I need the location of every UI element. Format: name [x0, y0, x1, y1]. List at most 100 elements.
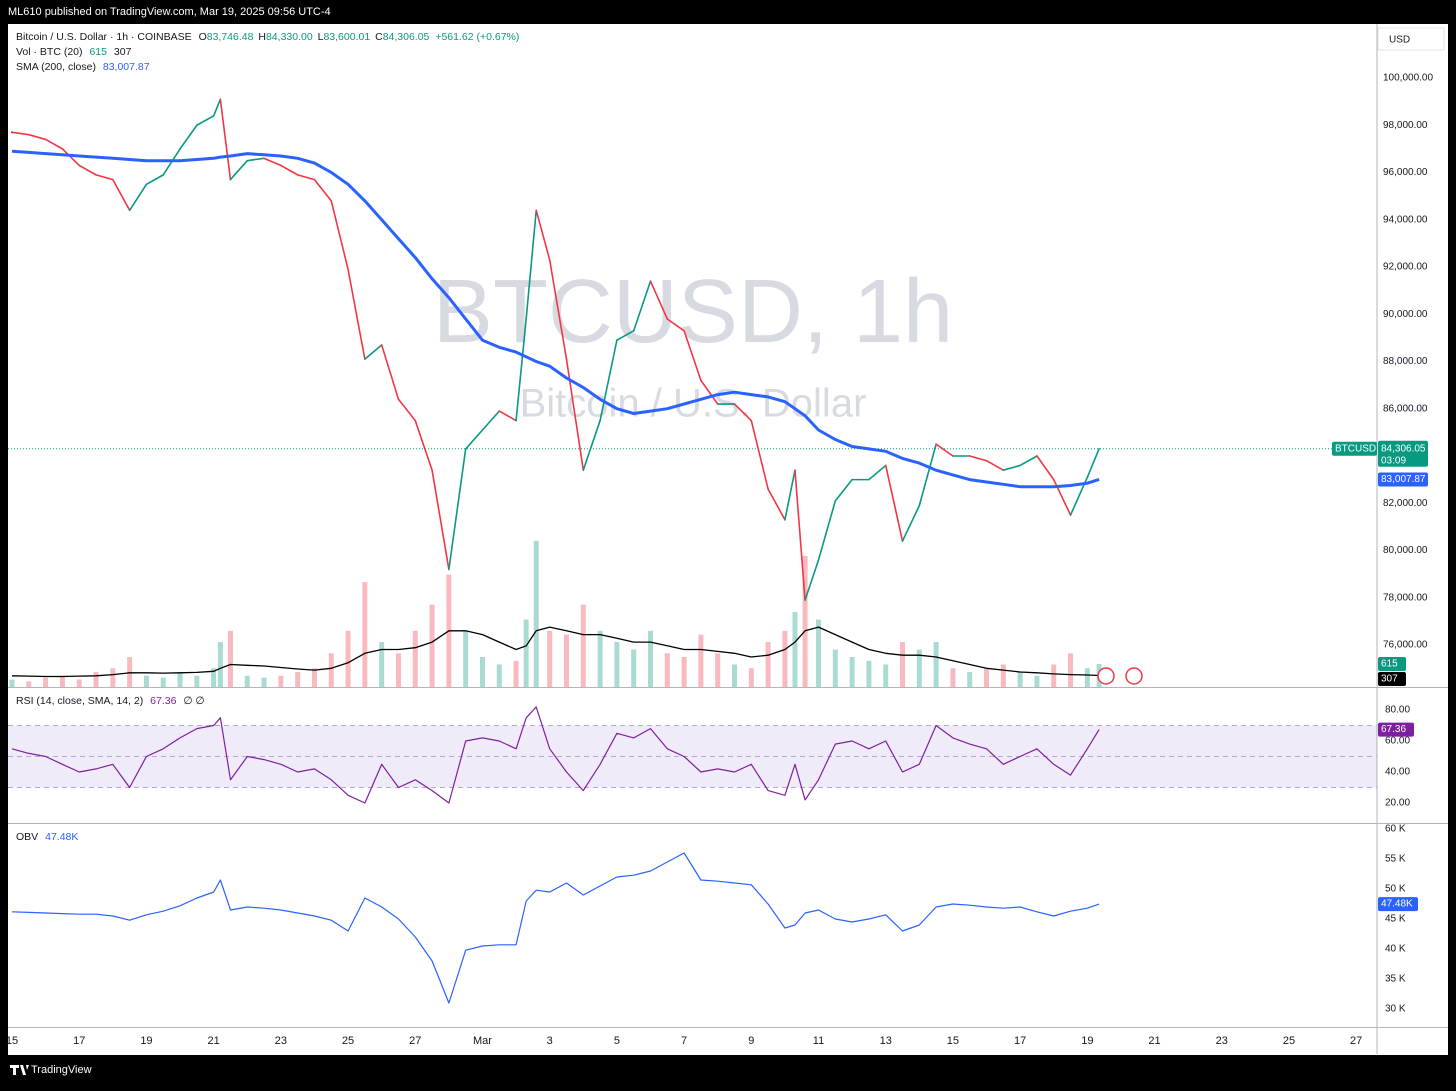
x-tick-label: 7 [681, 1035, 687, 1047]
volume-bar [76, 679, 82, 687]
price-segment [431, 469, 450, 571]
ohlc-value: 83,600.01 [323, 31, 370, 43]
sma-value: 83,007.87 [103, 61, 150, 73]
chart-area [8, 24, 1448, 1055]
price-segment [666, 318, 685, 332]
price-segment [918, 443, 937, 507]
volume-bar [395, 653, 401, 687]
price-segment [804, 559, 820, 601]
ohlc-label: H [258, 31, 266, 43]
price-segment [599, 339, 618, 422]
obv-tag: 47.48K [1381, 899, 1413, 910]
x-tick-label: 25 [1283, 1035, 1295, 1047]
price-segment [397, 398, 417, 422]
volume-bar [379, 642, 385, 687]
x-tick-label: 27 [409, 1035, 421, 1047]
volume-bar [597, 630, 603, 687]
x-tick-label: Mar [473, 1035, 492, 1047]
volume-bar [631, 649, 637, 687]
price-segment [246, 157, 265, 162]
rsi-tick-label: 20.00 [1385, 798, 1410, 809]
price-segment [548, 259, 568, 360]
footer-logo [10, 1065, 29, 1075]
volume-bar [295, 672, 301, 687]
price-segment [219, 98, 232, 181]
obv-tick-label: 45 K [1385, 914, 1406, 925]
volume-bar [732, 664, 738, 687]
sma-name: SMA (200, close) [16, 61, 96, 73]
ohlc-label: O [199, 31, 207, 43]
marks: 15 17 19 21 23 25 27 Mar 3 5 7 9 11 13 15 17 19 21 23 25 27 7… [6, 73, 1434, 1047]
price-segment [95, 174, 114, 181]
price-segment [1086, 447, 1100, 479]
price-segment [296, 174, 316, 181]
price-segment [884, 464, 904, 542]
rsi-line [11, 706, 1100, 804]
volume-ma-value: 307 [114, 46, 132, 58]
y-tick-label: 94,000.00 [1383, 214, 1428, 225]
price-segment [834, 478, 853, 502]
price-segment [750, 419, 769, 490]
rsi-tag-bg [1378, 722, 1414, 737]
x-tick-label: 9 [748, 1035, 754, 1047]
price-segment [733, 403, 753, 422]
y-tick-label: 80,000.00 [1383, 545, 1428, 556]
obv-name: OBV [16, 831, 38, 843]
obv-legend: OBV 47.48K [16, 831, 78, 843]
volume-bar [110, 668, 116, 687]
volume-bar [311, 668, 317, 687]
x-tick-label: 21 [1148, 1035, 1160, 1047]
publisher: ML610 published on TradingView.com, Mar … [8, 6, 331, 18]
volume-bar [547, 630, 553, 687]
x-tick-label: 23 [275, 1035, 287, 1047]
x-tick-label: 19 [140, 1035, 152, 1047]
sma-legend: SMA (200, close) 83,007.87 [16, 61, 150, 73]
volume-value: 615 [89, 46, 107, 58]
currency[interactable]: USD [1389, 35, 1410, 46]
volume-bar [1051, 664, 1057, 687]
volume-bar [967, 672, 973, 687]
price-segment [515, 318, 527, 422]
volume-bar [1034, 675, 1040, 687]
obv-tick-label: 55 K [1385, 854, 1406, 865]
x-tick-label: 21 [208, 1035, 220, 1047]
volume-bar [816, 619, 822, 687]
sma-line [11, 149, 1100, 489]
rsi-tag: 67.36 [1381, 724, 1406, 735]
volume-ma-tag: 307 [1381, 674, 1398, 685]
price-segment [616, 329, 635, 342]
volume-bar [614, 642, 620, 687]
volume-bar [792, 612, 798, 687]
price-segment [330, 200, 349, 271]
ohlc-value: 84,306.05 [383, 31, 430, 43]
volume-ma-tag-bg [1378, 672, 1406, 686]
y-tick-label: 96,000.00 [1383, 167, 1428, 178]
volume-bar [513, 660, 519, 687]
volume-bar [832, 649, 838, 687]
volume-bar [883, 664, 889, 687]
rsi-tick-label: 60.00 [1385, 736, 1410, 747]
price-segment [767, 488, 786, 521]
price-segment [78, 164, 97, 176]
price-segment [280, 164, 299, 176]
volume-bar [647, 630, 653, 687]
symbol-legend: Bitcoin / U.S. Dollar · 1h · COINBASE O8… [16, 31, 519, 43]
price-segment [196, 115, 215, 127]
price-segment [535, 209, 551, 261]
x-tick-label: 11 [813, 1035, 824, 1047]
y-tick-label: 82,000.00 [1383, 498, 1428, 509]
volume-bar [681, 657, 687, 687]
ohlc-label: L [318, 31, 324, 43]
volume-bar [479, 657, 485, 687]
price-segment [632, 280, 652, 332]
countdown: 03:09 [1381, 455, 1406, 466]
y-tick-label: 100,000.00 [1383, 73, 1433, 84]
volume-bar [849, 657, 855, 687]
currency-box[interactable] [1377, 27, 1445, 51]
volume-bar [143, 675, 149, 687]
event-icons [1097, 667, 1143, 685]
last-price-label: 84,306.05 [1381, 443, 1426, 454]
sma-tag-bg [1378, 472, 1428, 487]
volume-bar [802, 555, 808, 687]
price-segment [525, 209, 538, 320]
